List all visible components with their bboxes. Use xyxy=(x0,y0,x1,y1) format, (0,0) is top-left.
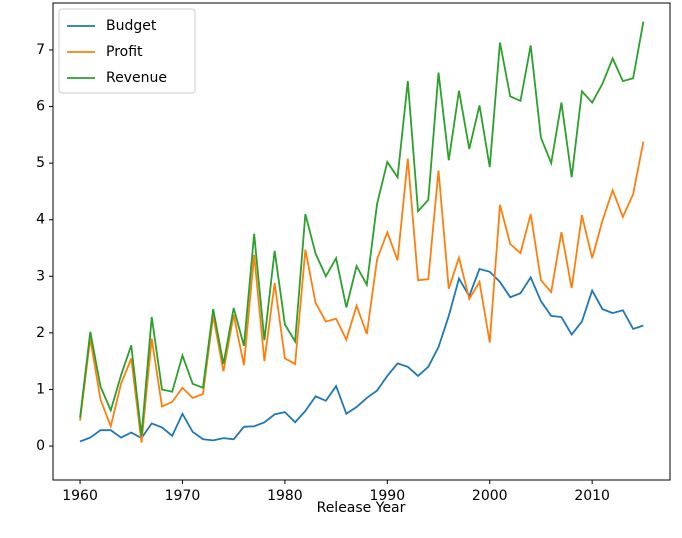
y-tick-label: 7 xyxy=(36,42,45,58)
x-tick-label: 1990 xyxy=(369,488,405,504)
y-tick-label: 2 xyxy=(36,325,45,341)
series-line xyxy=(79,267,644,443)
x-tick-label: 2010 xyxy=(574,488,610,504)
x-tick-label: 1960 xyxy=(62,488,98,504)
x-axis-label: Release Year xyxy=(317,500,406,516)
y-tick-label: 3 xyxy=(36,268,45,284)
y-tick-label: 5 xyxy=(36,155,45,171)
y-tick-label: 6 xyxy=(36,99,45,115)
y-tick-label: 0 xyxy=(36,438,45,454)
x-tick-label: 1980 xyxy=(267,488,303,504)
legend-label: Profit xyxy=(106,44,143,60)
axes-frame xyxy=(52,2,671,481)
y-tick-label: 4 xyxy=(36,212,45,228)
series-line xyxy=(79,21,645,436)
y-tick-label: 1 xyxy=(36,381,45,397)
legend-label: Budget xyxy=(106,18,157,34)
x-tick-label: 2000 xyxy=(472,488,508,504)
legend-label: Revenue xyxy=(106,70,167,86)
series-line xyxy=(79,141,645,443)
x-tick-label: 1970 xyxy=(165,488,201,504)
legend-box xyxy=(58,8,196,94)
